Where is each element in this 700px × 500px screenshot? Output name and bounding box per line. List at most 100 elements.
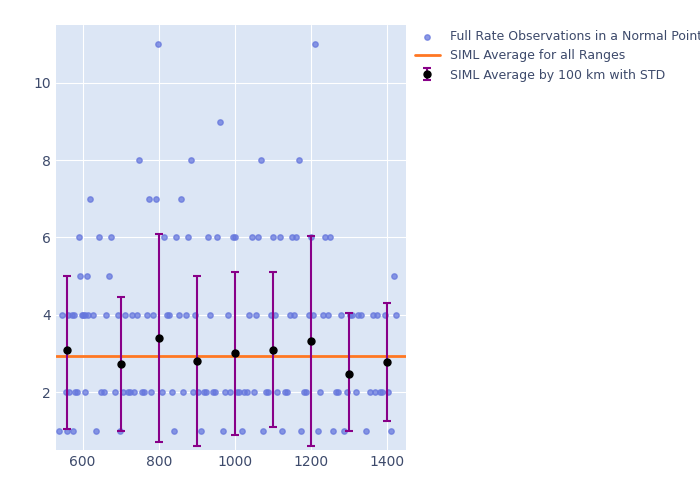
Full Rate Observations in a Normal Point (350, 388, 361, 396)
Full Rate Observations in a Normal Point (127, 311, 138, 319)
Full Rate Observations in a Normal Point (382, 388, 393, 396)
Full Rate Observations in a Normal Point (234, 388, 245, 396)
Full Rate Observations in a Normal Point (129, 388, 140, 396)
Full Rate Observations in a Normal Point (225, 388, 236, 396)
Full Rate Observations in a Normal Point (391, 311, 402, 319)
Full Rate Observations in a Normal Point (205, 311, 216, 319)
Full Rate Observations in a Normal Point (79, 311, 90, 319)
Full Rate Observations in a Normal Point (190, 311, 201, 319)
Full Rate Observations in a Normal Point (141, 311, 152, 319)
Full Rate Observations in a Normal Point (60, 388, 71, 396)
Full Rate Observations in a Normal Point (98, 388, 109, 396)
Full Rate Observations in a Normal Point (211, 234, 223, 241)
Full Rate Observations in a Normal Point (53, 426, 64, 434)
Full Rate Observations in a Normal Point (61, 426, 72, 434)
Full Rate Observations in a Normal Point (293, 156, 304, 164)
Full Rate Observations in a Normal Point (290, 234, 302, 241)
Full Rate Observations in a Normal Point (156, 388, 167, 396)
Full Rate Observations in a Normal Point (66, 311, 78, 319)
Full Rate Observations in a Normal Point (95, 388, 106, 396)
Full Rate Observations in a Normal Point (71, 388, 83, 396)
Full Rate Observations in a Normal Point (69, 311, 80, 319)
Full Rate Observations in a Normal Point (335, 311, 346, 319)
Full Rate Observations in a Normal Point (150, 195, 161, 203)
Full Rate Observations in a Normal Point (122, 388, 133, 396)
Full Rate Observations in a Normal Point (248, 388, 260, 396)
Full Rate Observations in a Normal Point (209, 388, 220, 396)
Full Rate Observations in a Normal Point (229, 234, 240, 241)
Full Rate Observations in a Normal Point (85, 195, 96, 203)
Full Rate Observations in a Normal Point (342, 388, 353, 396)
Full Rate Observations in a Normal Point (279, 388, 290, 396)
Full Rate Observations in a Normal Point (239, 388, 250, 396)
Full Rate Observations in a Normal Point (164, 311, 175, 319)
Full Rate Observations in a Normal Point (207, 388, 218, 396)
Full Rate Observations in a Normal Point (148, 311, 159, 319)
Full Rate Observations in a Normal Point (322, 311, 333, 319)
Full Rate Observations in a Normal Point (106, 234, 117, 241)
Full Rate Observations in a Normal Point (389, 272, 400, 280)
Full Rate Observations in a Normal Point (88, 311, 99, 319)
Full Rate Observations in a Normal Point (117, 388, 128, 396)
Full Rate Observations in a Normal Point (114, 426, 125, 434)
Full Rate Observations in a Normal Point (301, 388, 312, 396)
Full Rate Observations in a Normal Point (265, 311, 276, 319)
Full Rate Observations in a Normal Point (83, 311, 94, 319)
Full Rate Observations in a Normal Point (223, 311, 234, 319)
Full Rate Observations in a Normal Point (339, 426, 350, 434)
Full Rate Observations in a Normal Point (236, 426, 247, 434)
Full Rate Observations in a Normal Point (374, 388, 386, 396)
Full Rate Observations in a Normal Point (90, 426, 101, 434)
Full Rate Observations in a Normal Point (288, 311, 300, 319)
Full Rate Observations in a Normal Point (64, 388, 75, 396)
Full Rate Observations in a Normal Point (276, 426, 288, 434)
Full Rate Observations in a Normal Point (185, 156, 196, 164)
Full Rate Observations in a Normal Point (76, 311, 88, 319)
Full Rate Observations in a Normal Point (344, 311, 356, 319)
Full Rate Observations in a Normal Point (364, 388, 375, 396)
Full Rate Observations in a Normal Point (315, 388, 326, 396)
Full Rate Observations in a Normal Point (139, 388, 150, 396)
Full Rate Observations in a Normal Point (330, 388, 341, 396)
Full Rate Observations in a Normal Point (181, 311, 192, 319)
Full Rate Observations in a Normal Point (200, 388, 211, 396)
Full Rate Observations in a Normal Point (196, 426, 207, 434)
Full Rate Observations in a Normal Point (281, 388, 293, 396)
Full Rate Observations in a Normal Point (124, 388, 135, 396)
Full Rate Observations in a Normal Point (241, 388, 253, 396)
Full Rate Observations in a Normal Point (220, 388, 231, 396)
Full Rate Observations in a Normal Point (356, 311, 367, 319)
Full Rate Observations in a Normal Point (246, 234, 257, 241)
Full Rate Observations in a Normal Point (198, 388, 209, 396)
Full Rate Observations in a Normal Point (175, 195, 186, 203)
Full Rate Observations in a Normal Point (274, 234, 286, 241)
Full Rate Observations in a Normal Point (112, 311, 123, 319)
Full Rate Observations in a Normal Point (67, 426, 78, 434)
Full Rate Observations in a Normal Point (324, 234, 335, 241)
Full Rate Observations in a Normal Point (178, 388, 189, 396)
Full Rate Observations in a Normal Point (296, 426, 307, 434)
Full Rate Observations in a Normal Point (310, 40, 321, 48)
Full Rate Observations in a Normal Point (272, 388, 283, 396)
Full Rate Observations in a Normal Point (262, 388, 274, 396)
Full Rate Observations in a Normal Point (74, 272, 85, 280)
Full Rate Observations in a Normal Point (284, 311, 295, 319)
Full Rate Observations in a Normal Point (192, 388, 203, 396)
Full Rate Observations in a Normal Point (369, 388, 380, 396)
Full Rate Observations in a Normal Point (255, 156, 266, 164)
Full Rate Observations in a Normal Point (101, 311, 112, 319)
Full Rate Observations in a Normal Point (217, 426, 228, 434)
Full Rate Observations in a Normal Point (298, 388, 309, 396)
Full Rate Observations in a Normal Point (133, 156, 144, 164)
Full Rate Observations in a Normal Point (159, 234, 170, 241)
Full Rate Observations in a Normal Point (320, 234, 331, 241)
Full Rate Observations in a Normal Point (171, 234, 182, 241)
Full Rate Observations in a Normal Point (153, 40, 164, 48)
Full Rate Observations in a Normal Point (109, 388, 120, 396)
Full Rate Observations in a Normal Point (303, 311, 314, 319)
Full Rate Observations in a Normal Point (372, 311, 383, 319)
Full Rate Observations in a Normal Point (120, 311, 131, 319)
Full Rate Observations in a Normal Point (227, 234, 238, 241)
Full Rate Observations in a Normal Point (74, 234, 85, 241)
Full Rate Observations in a Normal Point (69, 388, 80, 396)
